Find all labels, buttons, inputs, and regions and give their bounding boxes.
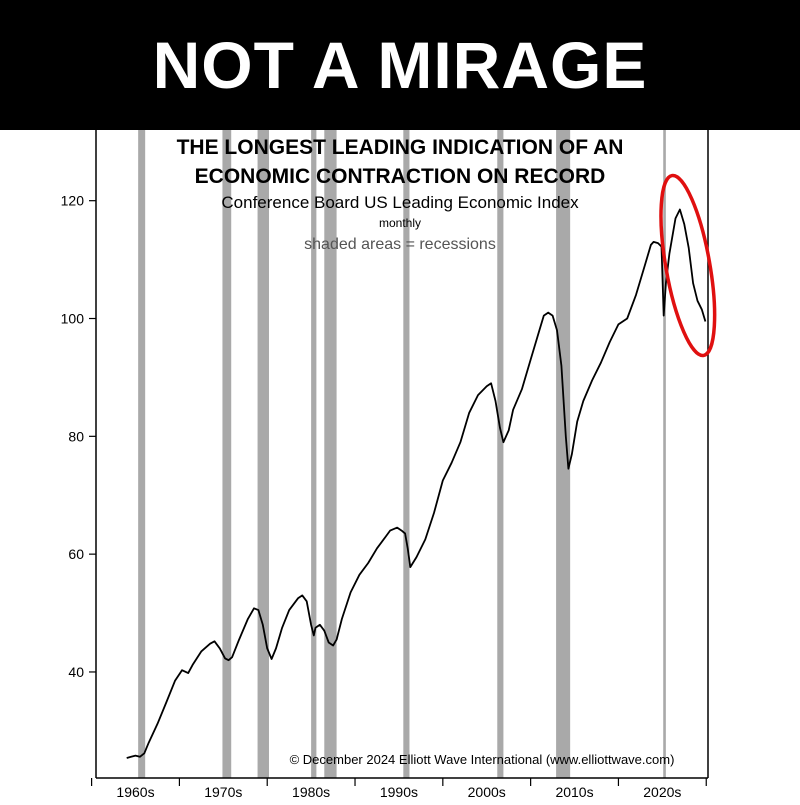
banner: NOT A MIRAGE: [0, 0, 800, 130]
lei-series-line: [126, 208, 707, 759]
chart-subtitle: Conference Board US Leading Economic Ind…: [221, 193, 579, 212]
lei-chart: 40 60 80 100 120 1960s 1970s 1980s 1990s 2000s 20…: [0, 130, 800, 800]
frequency-note: monthly: [379, 216, 421, 230]
x-tick-label-2010s: 2010s: [555, 784, 593, 800]
recession-band-7: [497, 130, 504, 778]
chart-svg: 40 60 80 100 120 1960s 1970s 1980s 1990s 2000s 20…: [61, 130, 717, 800]
recession-band-1: [138, 130, 146, 778]
y-tick-label-80: 80: [68, 428, 84, 444]
recession-band-8: [556, 130, 571, 778]
copyright-note: © December 2024 Elliott Wave Internation…: [290, 752, 675, 767]
y-ticks: 40 60 80 100 120: [61, 193, 96, 680]
chart-title-line-1: THE LONGEST LEADING INDICATION OF AN: [177, 136, 624, 159]
x-ticks: 1960s 1970s 1980s 1990s 2000s 2010s 2020s: [91, 778, 707, 800]
recession-bands: [138, 130, 666, 778]
recession-band-3: [257, 130, 269, 778]
y-tick-label-100: 100: [61, 311, 85, 327]
x-tick-label-1960s: 1960s: [116, 784, 154, 800]
x-tick-label-2000s: 2000s: [468, 784, 506, 800]
recession-band-6: [403, 130, 410, 778]
recession-band-5: [324, 130, 337, 778]
recession-band-4: [311, 130, 317, 778]
shading-note: shaded areas = recessions: [304, 236, 496, 253]
y-tick-label-120: 120: [61, 193, 85, 209]
recession-band-9: [663, 130, 666, 778]
banner-title: NOT A MIRAGE: [152, 28, 648, 102]
x-tick-label-1990s: 1990s: [380, 784, 418, 800]
x-tick-label-1970s: 1970s: [204, 784, 242, 800]
recession-band-2: [222, 130, 232, 778]
x-tick-label-2020s: 2020s: [643, 784, 681, 800]
y-tick-label-60: 60: [68, 546, 84, 562]
x-tick-label-1980s: 1980s: [292, 784, 330, 800]
y-tick-label-40: 40: [68, 664, 84, 680]
highlight-circle: [659, 173, 717, 358]
chart-title-line-2: ECONOMIC CONTRACTION ON RECORD: [195, 165, 606, 188]
